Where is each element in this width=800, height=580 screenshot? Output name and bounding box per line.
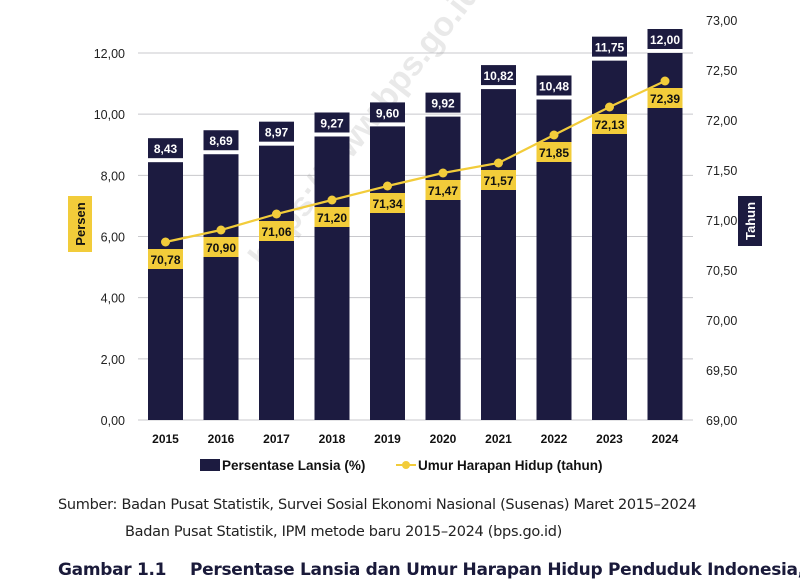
right-tick-label: 70,00 xyxy=(706,314,737,328)
left-axis-title: Persen xyxy=(73,202,88,245)
line-value-label: 71,06 xyxy=(261,225,291,239)
bar xyxy=(481,89,516,421)
line-label-box xyxy=(370,193,405,213)
bar-label-box xyxy=(314,112,350,133)
left-tick-label: 6,00 xyxy=(101,231,125,245)
line-label-box xyxy=(536,142,572,162)
legend-bar-label: Persentase Lansia (%) xyxy=(222,458,365,473)
bar-label-box xyxy=(592,36,627,57)
bar-value-label: 11,75 xyxy=(595,41,625,55)
line-point xyxy=(383,181,392,191)
bar xyxy=(370,126,405,421)
bar-value-label: 8,97 xyxy=(265,126,289,140)
left-tick-label: 4,00 xyxy=(101,292,125,306)
line-value-label: 72,39 xyxy=(650,92,680,106)
line-label-box xyxy=(481,170,516,190)
combo-chart: 0,00 2,00 4,00 6,00 8,00 10,00 12,00 69,00 69,50… xyxy=(68,0,762,473)
bar-label-box xyxy=(481,65,516,86)
right-axis-title-box xyxy=(738,196,762,246)
bar-label-box xyxy=(370,102,405,123)
right-tick-label: 70,50 xyxy=(706,264,737,278)
bar-value-label: 9,27 xyxy=(320,116,344,130)
bar-label-box xyxy=(148,138,183,159)
line-value-label: 71,47 xyxy=(428,184,458,198)
line-label-box xyxy=(647,88,683,108)
x-tick-label: 2024 xyxy=(652,432,679,446)
source-line-2: Badan Pusat Statistik, IPM metode baru 2… xyxy=(125,524,563,540)
x-tick-label: 2022 xyxy=(541,432,568,446)
bar-label-box xyxy=(259,121,294,142)
line-point xyxy=(660,76,670,86)
right-tick-label: 72,00 xyxy=(706,114,737,128)
right-tick-label: 71,50 xyxy=(706,164,737,178)
x-tick-label: 2021 xyxy=(485,432,512,446)
line-value-label: 71,85 xyxy=(539,146,569,160)
right-tick-label: 69,50 xyxy=(706,364,737,378)
left-tick-label: 2,00 xyxy=(101,353,125,367)
line-label-box xyxy=(425,180,461,200)
x-tick-label: 2020 xyxy=(430,432,457,446)
bar xyxy=(148,162,183,420)
legend-line-marker xyxy=(402,461,410,469)
line-value-label: 71,57 xyxy=(483,174,513,188)
bar-value-label: 9,92 xyxy=(431,97,455,111)
line-label-box xyxy=(259,221,294,241)
right-tick-label: 72,50 xyxy=(706,64,737,78)
left-tick-label: 10,00 xyxy=(94,108,125,122)
right-tick-label: 71,00 xyxy=(706,214,737,228)
caption-number: Gambar 1.1 xyxy=(58,560,167,580)
bar-value-label: 12,00 xyxy=(650,33,680,47)
right-axis-title: Tahun xyxy=(743,202,758,240)
x-tick-label: 2018 xyxy=(319,432,346,446)
line-point xyxy=(272,209,281,219)
source-line-1: Sumber: Badan Pusat Statistik, Survei So… xyxy=(58,497,697,513)
right-tick-label: 73,00 xyxy=(706,14,737,28)
line-series xyxy=(165,80,666,244)
line-label-box xyxy=(148,249,183,269)
bar xyxy=(314,136,350,420)
line-point xyxy=(161,237,170,247)
line-value-label: 70,90 xyxy=(206,241,236,255)
line-value-label: 71,20 xyxy=(317,211,347,225)
bar-value-label: 9,60 xyxy=(376,106,400,120)
figure-caption: Gambar 1.1 Persentase Lansia dan Umur Har… xyxy=(58,560,800,580)
x-tick-label: 2016 xyxy=(208,432,235,446)
legend-bar-swatch xyxy=(200,459,220,471)
bar-value-label: 8,43 xyxy=(154,142,178,156)
caption-title: Persentase Lansia dan Umur Harapan Hidup… xyxy=(190,560,800,580)
x-tick-label: 2023 xyxy=(596,432,623,446)
x-tick-label: 2019 xyxy=(374,432,401,446)
line-point xyxy=(605,102,614,112)
bar-label-box xyxy=(203,130,239,151)
left-tick-label: 0,00 xyxy=(101,414,125,428)
line-value-label: 71,34 xyxy=(372,197,402,211)
bar-label-box xyxy=(425,92,461,113)
left-tick-label: 8,00 xyxy=(101,169,125,183)
x-tick-label: 2017 xyxy=(263,432,290,446)
line-label-box xyxy=(592,114,627,134)
line-point xyxy=(438,168,448,178)
bar-label-box xyxy=(536,75,572,96)
line-label-box xyxy=(314,207,350,227)
right-tick-label: 69,00 xyxy=(706,414,737,428)
bar-value-label: 10,48 xyxy=(539,79,569,93)
line-label-box xyxy=(203,237,239,257)
bar-value-label: 8,69 xyxy=(209,134,233,148)
bar xyxy=(647,53,683,420)
line-value-label: 70,78 xyxy=(150,253,180,267)
line-point xyxy=(216,225,226,235)
bar xyxy=(259,145,294,421)
legend-line-label: Umur Harapan Hidup (tahun) xyxy=(418,458,603,473)
x-tick-label: 2015 xyxy=(152,432,179,446)
bar xyxy=(425,116,461,420)
line-point xyxy=(327,195,337,205)
left-axis-title-box xyxy=(68,196,92,252)
line-point xyxy=(494,158,503,168)
line-value-label: 72,13 xyxy=(594,118,624,132)
line-point xyxy=(549,130,559,140)
bar xyxy=(203,154,239,420)
bar-label-box xyxy=(647,29,683,49)
bar-value-label: 10,82 xyxy=(483,69,513,83)
left-tick-label: 12,00 xyxy=(94,47,125,61)
